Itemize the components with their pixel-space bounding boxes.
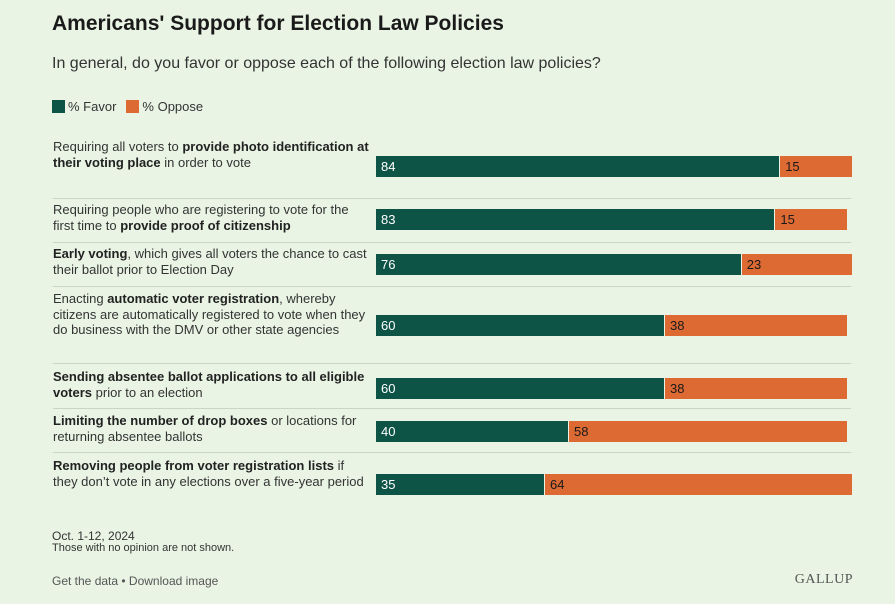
bar-oppose (665, 378, 848, 399)
row-label-part: Early voting (53, 246, 128, 261)
bar-favor (376, 474, 544, 495)
row-label-part: Removing people from voter registration … (53, 458, 334, 473)
row-label: Early voting, which gives all voters the… (53, 246, 371, 277)
bar-label-oppose: 38 (670, 381, 685, 396)
bar-label-favor: 40 (381, 424, 396, 439)
row-label-part: or locations for returning absentee ball… (53, 413, 357, 444)
row-divider (53, 408, 851, 409)
bar-label-favor: 83 (381, 212, 396, 227)
row-label-part: Limiting the number of drop boxes (53, 413, 268, 428)
chart-subtitle: In general, do you favor or oppose each … (52, 55, 601, 72)
row-label-part: prior to an election (92, 384, 203, 400)
bar-oppose (780, 156, 853, 177)
footer-links: Get the data • Download image (52, 574, 218, 588)
row-divider (53, 363, 851, 364)
row-label-part: Requiring people who are registering to … (53, 202, 349, 233)
row-label: Removing people from voter registration … (53, 458, 371, 489)
bar-oppose (569, 421, 848, 442)
get-data-link[interactable]: Get the data (52, 574, 119, 588)
bar-oppose (545, 474, 853, 495)
row-label-part: , which gives all voters the chance to c… (53, 246, 367, 277)
row-label: Sending absentee ballot applications to … (53, 369, 371, 400)
row-label-part: automatic voter registration (107, 291, 280, 306)
row-label: Requiring all voters to provide photo id… (53, 139, 371, 170)
download-image-link[interactable]: Download image (128, 574, 219, 588)
bar-label-oppose: 15 (785, 159, 800, 174)
row-label-part: Sending absentee ballot applications to … (53, 369, 365, 400)
bar-favor (376, 156, 780, 177)
row-label-part: Enacting (53, 291, 108, 306)
row-label-part: if they don’t vote in any elections over… (53, 458, 364, 489)
legend-label-favor: % Favor (68, 99, 117, 114)
row-label-part: , whereby citizens are automatically reg… (53, 291, 366, 337)
row-label: Requiring people who are registering to … (53, 202, 371, 233)
chart-title: Americans' Support for Election Law Poli… (52, 12, 504, 35)
row-divider (53, 242, 851, 243)
bar-favor (376, 378, 664, 399)
bar-favor (376, 254, 741, 275)
legend-item-favor: % Favor (52, 99, 116, 114)
bar-label-oppose: 23 (746, 257, 762, 272)
bar-favor (376, 315, 664, 336)
bar-oppose (775, 209, 848, 230)
bar-label-favor: 60 (381, 381, 396, 396)
bar-label-oppose: 58 (574, 424, 589, 439)
bar-favor (376, 209, 775, 230)
footnote: Those with no opinion are not shown. (52, 542, 235, 554)
row-label-part: provide photo identification at their vo… (53, 139, 369, 170)
bar-label-oppose: 15 (780, 212, 795, 227)
footer-separator: • (118, 574, 129, 588)
bar-favor (376, 421, 568, 442)
bar-label-favor: 60 (381, 318, 396, 333)
legend: % Favor % Oppose (52, 99, 213, 114)
bar-oppose (665, 315, 848, 336)
row-label-part: Requiring all voters to (53, 139, 183, 154)
legend-label-oppose: % Oppose (142, 99, 204, 114)
gallup-logo: GALLUP (794, 572, 853, 587)
row-divider (53, 286, 851, 287)
bar-oppose (741, 254, 853, 275)
bar-label-favor: 35 (381, 477, 396, 492)
row-divider (53, 452, 851, 453)
bar-label-oppose: 64 (550, 477, 565, 492)
survey-date: Oct. 1-12, 2024 (52, 529, 135, 543)
legend-swatch-oppose (126, 100, 140, 113)
row-divider (53, 198, 851, 199)
bar-label-oppose: 38 (670, 318, 685, 333)
row-label: Enacting automatic voter registration, w… (53, 291, 371, 338)
row-label: Limiting the number of drop boxes or loc… (53, 413, 371, 444)
row-label-part: provide proof of citizenship (120, 217, 291, 233)
bar-label-favor: 76 (381, 257, 396, 272)
row-label-part: in order to vote (160, 154, 251, 170)
legend-item-oppose: % Oppose (126, 99, 203, 114)
legend-swatch-favor (52, 100, 65, 113)
bar-label-favor: 84 (381, 159, 396, 174)
